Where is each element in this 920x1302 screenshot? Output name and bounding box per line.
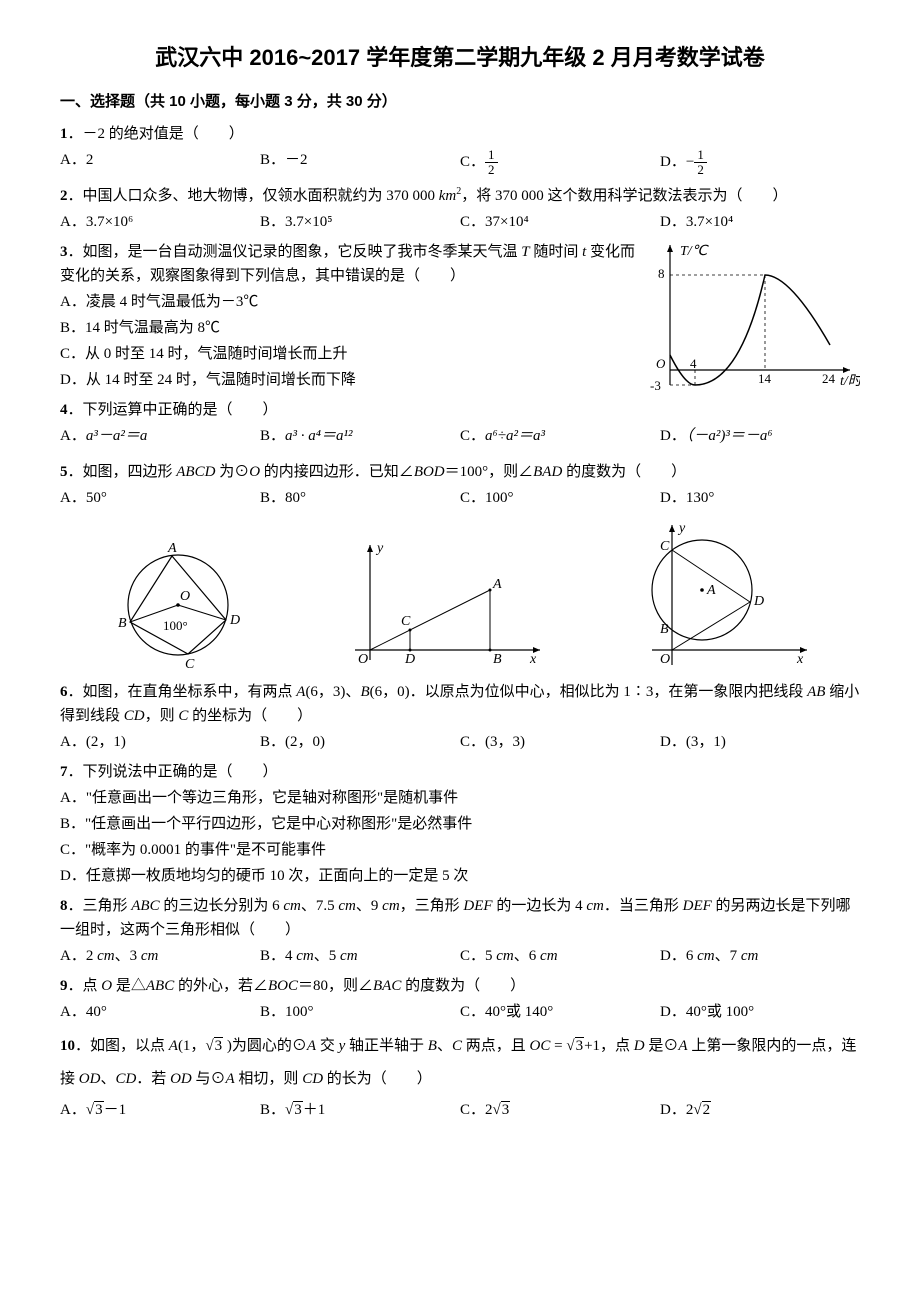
svg-text:8: 8 [658, 266, 665, 281]
q7-opt-a: A．"任意画出一个等边三角形，它是轴对称图形"是随机事件 [60, 786, 860, 810]
q1-opt-a: A．2 [60, 148, 260, 178]
q4-opt-a: A．a³－a²＝a [60, 424, 260, 448]
svg-text:A: A [492, 577, 502, 592]
q8-opt-a: A．2 cm、3 cm [60, 944, 260, 968]
q1-opt-d: D．−12 [660, 148, 860, 178]
svg-text:A: A [167, 541, 177, 556]
question-5: 5．如图，四边形 ABCD 为⊙O 的内接四边形．已知∠BOD＝100°，则∠B… [60, 460, 860, 510]
page-title: 武汉六中 2016~2017 学年度第二学期九年级 2 月月考数学试卷 [60, 40, 860, 75]
question-9: 9．点 O 是△ABC 的外心，若∠BOC＝80，则∠BAC 的度数为（ ） A… [60, 974, 860, 1024]
q1-opt-c: C．12 [460, 148, 660, 178]
q5-opt-a: A．50° [60, 486, 260, 510]
question-10: 10．如图，以点 A(1，3 )为圆心的⊙A 交 y 轴正半轴于 B、C 两点，… [60, 1030, 860, 1122]
fig-q6: A B C D O x y [345, 540, 545, 670]
svg-text:C: C [660, 539, 670, 554]
figure-row: A B C D O 100° A B C D O x y A B [60, 520, 860, 670]
svg-text:100°: 100° [163, 618, 188, 633]
q6-opt-c: C．(3，3) [460, 730, 660, 754]
q1-text: ．－2 的绝对值是（ ） [68, 126, 244, 142]
svg-text:y: y [677, 521, 686, 536]
q9-opt-c: C．40°或 140° [460, 1000, 660, 1024]
svg-text:T/℃: T/℃ [680, 244, 710, 259]
svg-text:C: C [185, 657, 195, 670]
question-1: 1．－2 的绝对值是（ ） A．2 B．－2 C．12 D．−12 [60, 122, 860, 178]
svg-text:t/时: t/时 [840, 373, 860, 389]
svg-text:x: x [529, 652, 537, 667]
q9-opt-a: A．40° [60, 1000, 260, 1024]
fig-q5: A B C D O 100° [108, 530, 248, 670]
q2-opt-b: B．3.7×10⁵ [260, 210, 460, 234]
svg-text:O: O [660, 652, 670, 667]
q5-opt-b: B．80° [260, 486, 460, 510]
question-8: 8．三角形 ABC 的三边长分别为 6 cm、7.5 cm、9 cm，三角形 D… [60, 894, 860, 968]
q8-opt-c: C．5 cm、6 cm [460, 944, 660, 968]
svg-text:B: B [493, 652, 502, 667]
q10-opt-a: A．3－1 [60, 1098, 260, 1122]
svg-text:A: A [706, 583, 716, 598]
svg-text:y: y [375, 541, 384, 556]
q10-opt-d: D．22 [660, 1098, 860, 1122]
section-header: 一、选择题（共 10 小题，每小题 3 分，共 30 分） [60, 90, 860, 114]
svg-text:B: B [660, 622, 669, 637]
q6-opt-a: A．(2，1) [60, 730, 260, 754]
svg-text:x: x [796, 652, 804, 667]
q7-opt-b: B．"任意画出一个平行四边形，它是中心对称图形"是必然事件 [60, 812, 860, 836]
q1-num: 1 [60, 126, 68, 142]
q2-opt-d: D．3.7×10⁴ [660, 210, 860, 234]
q10-opt-c: C．23 [460, 1098, 660, 1122]
svg-text:D: D [404, 652, 415, 667]
svg-text:B: B [118, 616, 127, 631]
q5-opt-c: C．100° [460, 486, 660, 510]
q7-opt-d: D．任意掷一枚质地均匀的硬币 10 次，正面向上的一定是 5 次 [60, 864, 860, 888]
svg-text:C: C [401, 614, 411, 629]
fig-q10: A B C D O x y [642, 520, 812, 670]
svg-text:D: D [229, 613, 240, 628]
svg-text:D: D [753, 594, 764, 609]
q4-opt-c: C．a⁶÷a²＝a³ [460, 424, 660, 448]
svg-text:O: O [656, 356, 666, 371]
q4-opt-b: B．a³ · a⁴＝a¹² [260, 424, 460, 448]
svg-text:4: 4 [690, 356, 697, 371]
q5-opt-d: D．130° [660, 486, 860, 510]
question-7: 7．下列说法中正确的是（ ） A．"任意画出一个等边三角形，它是轴对称图形"是随… [60, 760, 860, 888]
svg-text:O: O [358, 652, 368, 667]
question-2: 2．中国人口众多、地大物博，仅领水面积就约为 370 000 km2，将 370… [60, 184, 860, 234]
q2-num: 2 [60, 188, 68, 204]
q8-opt-d: D．6 cm、7 cm [660, 944, 860, 968]
svg-text:14: 14 [758, 371, 772, 386]
question-6: 6．如图，在直角坐标系中，有两点 A(6，3)、B(6，0)．以原点为位似中心，… [60, 680, 860, 754]
q10-opt-b: B．3＋1 [260, 1098, 460, 1122]
svg-text:-3: -3 [650, 378, 661, 393]
q1-opt-b: B．－2 [260, 148, 460, 178]
q6-opt-b: B．(2，0) [260, 730, 460, 754]
q8-opt-b: B．4 cm、5 cm [260, 944, 460, 968]
temperature-chart: T/℃ t/时 8 O 4 14 24 -3 [650, 240, 860, 400]
q4-opt-d: D．（－a²)³＝－a⁶ [660, 424, 860, 448]
q9-opt-d: D．40°或 100° [660, 1000, 860, 1024]
q2-opt-c: C．37×10⁴ [460, 210, 660, 234]
svg-text:24: 24 [822, 371, 836, 386]
q2-opt-a: A．3.7×10⁶ [60, 210, 260, 234]
question-4: 4．下列运算中正确的是（ ） A．a³－a²＝a B．a³ · a⁴＝a¹² C… [60, 398, 860, 448]
q9-opt-b: B．100° [260, 1000, 460, 1024]
q7-opt-c: C．"概率为 0.0001 的事件"是不可能事件 [60, 838, 860, 862]
svg-text:O: O [180, 589, 190, 604]
q6-opt-d: D．(3，1) [660, 730, 860, 754]
